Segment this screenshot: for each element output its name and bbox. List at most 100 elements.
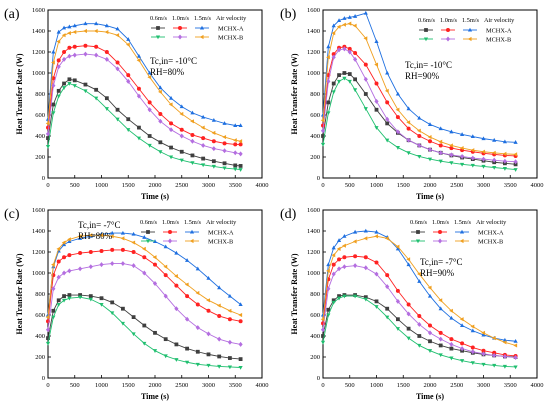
data-point-mchx-b-0-6m-s — [168, 155, 174, 160]
data-point-mchx-b-1-5m-s — [395, 107, 400, 112]
data-point-mchx-a-0-6m-s — [131, 315, 136, 319]
data-point-mchx-b-1-0m-s — [449, 152, 454, 158]
data-point-mchx-b-0-6m-s — [45, 144, 51, 149]
data-point-mchx-b-1-0m-s — [481, 156, 486, 162]
series-line-mchx-a-0-6m-s — [47, 78, 241, 167]
x-tick-label: 500 — [345, 382, 355, 389]
data-point-mchx-a-1-5m-s — [374, 39, 379, 44]
data-point-mchx-b-0-6m-s — [142, 341, 147, 346]
data-point-mchx-b-1-0m-s — [233, 150, 238, 156]
data-point-mchx-b-1-5m-s — [83, 28, 87, 34]
data-point-mchx-b-1-0m-s — [227, 339, 232, 345]
data-point-mchx-a-1-0m-s — [217, 314, 222, 319]
data-point-mchx-a-0-6m-s — [56, 298, 61, 303]
data-point-mchx-b-1-0m-s — [238, 151, 243, 157]
legend-row-label: MCHX-B — [208, 238, 233, 245]
data-point-mchx-a-1-0m-s — [331, 262, 336, 267]
data-point-mchx-a-1-5m-s — [61, 25, 67, 30]
y-tick-label: 1000 — [307, 270, 320, 277]
x-tick-label: 1000 — [95, 182, 108, 189]
data-point-mchx-a-1-0m-s — [169, 121, 174, 126]
y-tick-label: 1400 — [32, 228, 45, 235]
data-point-mchx-b-1-0m-s — [353, 263, 358, 269]
data-point-mchx-a-1-5m-s — [83, 21, 88, 26]
legend-title: Air velocity — [476, 219, 507, 226]
data-point-mchx-b-0-6m-s — [104, 107, 109, 111]
data-point-mchx-a-0-6m-s — [342, 71, 347, 75]
legend-marker — [155, 35, 161, 40]
data-point-mchx-a-1-5m-s — [142, 235, 147, 239]
data-point-mchx-a-0-6m-s — [438, 343, 443, 348]
series-line-mchx-b-0-6m-s — [47, 296, 241, 368]
data-point-mchx-a-0-6m-s — [190, 153, 195, 158]
legend-velocity-label: 1.0m/s — [162, 219, 180, 226]
data-point-mchx-b-1-0m-s — [470, 349, 475, 355]
data-point-mchx-b-0-6m-s — [217, 364, 222, 369]
data-point-mchx-b-1-5m-s — [374, 62, 379, 67]
legend-title: Air velocity — [216, 15, 247, 22]
data-point-mchx-b-1-5m-s — [104, 29, 109, 35]
data-point-mchx-b-0-6m-s — [163, 354, 168, 359]
data-point-mchx-b-1-0m-s — [395, 298, 400, 304]
data-point-mchx-b-0-6m-s — [78, 295, 83, 300]
data-point-mchx-b-1-5m-s — [459, 317, 464, 322]
data-point-mchx-a-1-5m-s — [481, 332, 486, 337]
data-point-mchx-b-1-5m-s — [331, 31, 336, 36]
legend-marker — [459, 229, 465, 234]
legend-b: 0.6m/s 1.0m/s 1.5m/s Air velocity MCHX-A MCHX… — [418, 17, 515, 43]
x-tick-label: 2500 — [175, 382, 188, 389]
x-tick-label: 3000 — [202, 182, 215, 189]
data-point-mchx-b-1-5m-s — [342, 22, 346, 27]
data-point-mchx-a-1-0m-s — [158, 111, 163, 116]
y-tick-label: 200 — [310, 354, 320, 361]
legend-marker — [446, 28, 450, 32]
data-point-mchx-b-0-6m-s — [131, 332, 136, 337]
data-point-mchx-a-0-6m-s — [211, 159, 216, 164]
data-point-mchx-a-1-0m-s — [195, 302, 200, 307]
data-point-mchx-a-0-6m-s — [62, 81, 66, 86]
data-point-mchx-b-1-5m-s — [347, 21, 352, 26]
series-group-a — [45, 21, 243, 172]
data-point-mchx-a-1-0m-s — [438, 143, 443, 148]
data-point-mchx-b-1-0m-s — [513, 355, 518, 360]
data-point-mchx-a-0-6m-s — [121, 306, 125, 311]
data-point-mchx-b-1-0m-s — [163, 293, 168, 299]
data-point-mchx-b-1-0m-s — [326, 78, 331, 84]
data-point-mchx-b-1-5m-s — [163, 264, 168, 269]
data-point-mchx-b-1-5m-s — [352, 239, 357, 244]
data-point-mchx-b-1-0m-s — [104, 56, 109, 62]
data-point-mchx-b-1-0m-s — [168, 127, 174, 133]
data-point-mchx-a-1-0m-s — [120, 247, 125, 252]
y-tick-label: 800 — [35, 291, 45, 298]
data-point-mchx-a-1-0m-s — [238, 319, 243, 324]
data-point-mchx-b-1-5m-s — [427, 285, 432, 290]
data-point-mchx-b-1-5m-s — [470, 324, 475, 329]
data-point-mchx-a-1-0m-s — [428, 139, 432, 144]
condition-annotation: Tc,in= -10°C — [405, 60, 452, 70]
data-point-mchx-a-1-0m-s — [83, 43, 88, 48]
data-point-mchx-a-1-5m-s — [120, 230, 125, 235]
data-point-mchx-b-0-6m-s — [460, 162, 465, 167]
data-point-mchx-a-1-0m-s — [190, 132, 195, 137]
legend-marker — [168, 230, 172, 234]
legend-d: 0.6m/s 1.0m/s 1.5m/s Air velocity MCHX-A MCHX… — [410, 219, 507, 245]
data-point-mchx-a-1-5m-s — [94, 21, 99, 26]
legend-row-label: MCHX-B — [218, 34, 243, 41]
data-point-mchx-a-0-6m-s — [206, 352, 211, 357]
data-point-mchx-b-1-0m-s — [492, 157, 497, 163]
legend-marker — [467, 27, 473, 32]
data-point-mchx-a-1-0m-s — [142, 255, 147, 260]
data-point-mchx-b-1-5m-s — [470, 148, 475, 153]
data-point-mchx-b-0-6m-s — [201, 163, 206, 168]
data-point-mchx-a-1-0m-s — [428, 323, 432, 328]
x-tick-label: 1500 — [122, 382, 135, 389]
data-point-mchx-b-1-0m-s — [342, 264, 347, 270]
data-point-mchx-b-0-6m-s — [61, 298, 67, 303]
data-point-mchx-a-1-0m-s — [227, 317, 232, 322]
data-point-mchx-a-1-5m-s — [342, 16, 347, 20]
x-tick-label: 0 — [321, 182, 324, 189]
data-point-mchx-b-0-6m-s — [158, 150, 163, 155]
x-tick-label: 0 — [46, 182, 49, 189]
data-point-mchx-b-0-6m-s — [406, 336, 411, 341]
data-point-mchx-b-1-0m-s — [438, 336, 443, 342]
